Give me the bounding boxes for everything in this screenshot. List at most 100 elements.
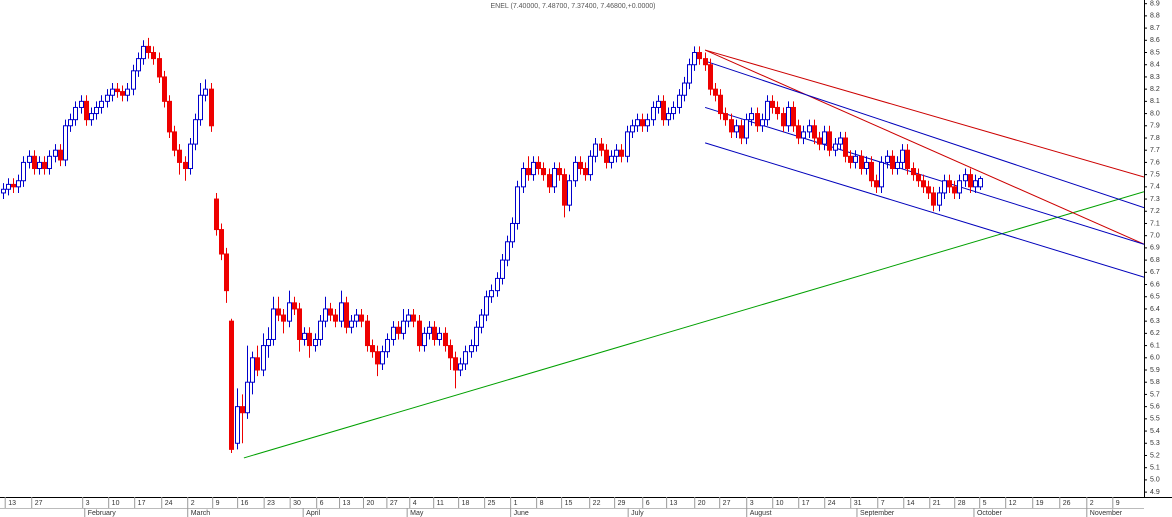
x-tick-label: 30 [293, 500, 301, 507]
y-tick-label: 7.9 [1150, 123, 1160, 130]
candle-body [822, 131, 827, 145]
trendline [704, 60, 1145, 209]
candle-body [926, 186, 931, 194]
candle-body [583, 168, 588, 176]
candle-body [37, 161, 42, 170]
x-tick-label: 6 [320, 500, 324, 507]
month-label: November [1090, 510, 1123, 517]
candle-body [271, 308, 276, 340]
candle-body [781, 113, 786, 127]
candle-body [58, 149, 63, 161]
x-tick-label: 27 [35, 500, 43, 507]
candle-body [677, 94, 682, 108]
candle-body [521, 168, 526, 188]
candle-body [718, 94, 723, 115]
y-tick-label: 5.7 [1150, 391, 1160, 398]
candle-body [427, 326, 432, 334]
candle-body [645, 119, 650, 127]
candle-body [167, 100, 172, 133]
x-tick-label: 3 [86, 500, 90, 507]
candle-body [255, 357, 260, 371]
candle-body [115, 88, 120, 93]
candle-body [630, 125, 635, 133]
candle-body [27, 155, 32, 163]
y-tick-label: 5.0 [1150, 477, 1160, 484]
x-tick-label: 26 [1063, 500, 1071, 507]
x-tick-label: 7 [881, 500, 885, 507]
month-label: March [191, 510, 211, 517]
candle-body [32, 155, 37, 170]
candle-body [760, 119, 765, 127]
candle-body [183, 161, 188, 170]
x-tick-label: 15 [565, 500, 573, 507]
candle-body [235, 406, 240, 444]
y-tick-label: 8.9 [1150, 1, 1160, 8]
candle-body [318, 320, 323, 340]
x-tick-label: 2 [1090, 500, 1094, 507]
y-tick-label: 6.6 [1150, 281, 1160, 288]
candle-body [125, 88, 130, 96]
candle-body [708, 64, 713, 90]
candle-body [344, 302, 349, 328]
candle-body [162, 76, 167, 102]
candle-body [609, 155, 614, 163]
candle-body [99, 100, 104, 108]
candle-body [16, 180, 21, 188]
y-tick-label: 8.6 [1150, 37, 1160, 44]
x-tick-label: 4 [413, 500, 417, 507]
x-tick-label: 5 [983, 500, 987, 507]
candle-body [895, 161, 900, 170]
candle-body [614, 149, 619, 157]
candle-body [593, 143, 598, 157]
y-tick-label: 8.8 [1150, 13, 1160, 20]
candle-body [437, 332, 442, 340]
x-tick-label: 1 [514, 500, 518, 507]
candle-body [209, 88, 214, 127]
candle-body [105, 94, 110, 102]
candle-body [604, 149, 609, 163]
candle-body [812, 125, 817, 139]
candle-body [177, 149, 182, 163]
y-tick-label: 5.1 [1150, 465, 1160, 472]
candle-body [84, 100, 89, 121]
trendline [704, 49, 1145, 178]
candle-body [47, 155, 52, 170]
candle-body [443, 332, 448, 347]
y-tick-label: 8.5 [1150, 49, 1160, 56]
candle-body [619, 149, 624, 157]
candle-body [21, 161, 26, 182]
month-label: April [306, 510, 320, 517]
x-tick-label: 24 [828, 500, 836, 507]
y-tick-label: 5.8 [1150, 379, 1160, 386]
candle-body [453, 357, 458, 371]
candle-body [261, 345, 266, 371]
x-tick-label: 13 [343, 500, 351, 507]
y-tick-label: 7.2 [1150, 208, 1160, 215]
x-tick-label: 2 [191, 500, 195, 507]
candle-body [515, 186, 520, 224]
x-tick-label: 18 [462, 500, 470, 507]
candle-body [890, 155, 895, 170]
candle-body [911, 168, 916, 176]
candle-body [68, 119, 73, 127]
candle-body [63, 125, 68, 161]
x-tick-label: 13 [670, 500, 678, 507]
candle-body [510, 222, 515, 243]
candle-body [484, 296, 489, 316]
x-tick-label: 28 [958, 500, 966, 507]
y-tick-label: 8.1 [1150, 98, 1160, 105]
candle-body [729, 119, 734, 133]
candle-body [723, 113, 728, 121]
candle-body [625, 131, 630, 157]
month-label: September [860, 510, 895, 517]
y-tick-label: 7.5 [1150, 171, 1160, 178]
candle-body [859, 155, 864, 170]
candle-body [328, 308, 333, 316]
candle-body [53, 149, 58, 157]
candle-body [297, 308, 302, 340]
candle-body [692, 52, 697, 66]
candle-body [656, 100, 661, 108]
candle-body [11, 183, 16, 188]
candle-body [250, 357, 255, 383]
